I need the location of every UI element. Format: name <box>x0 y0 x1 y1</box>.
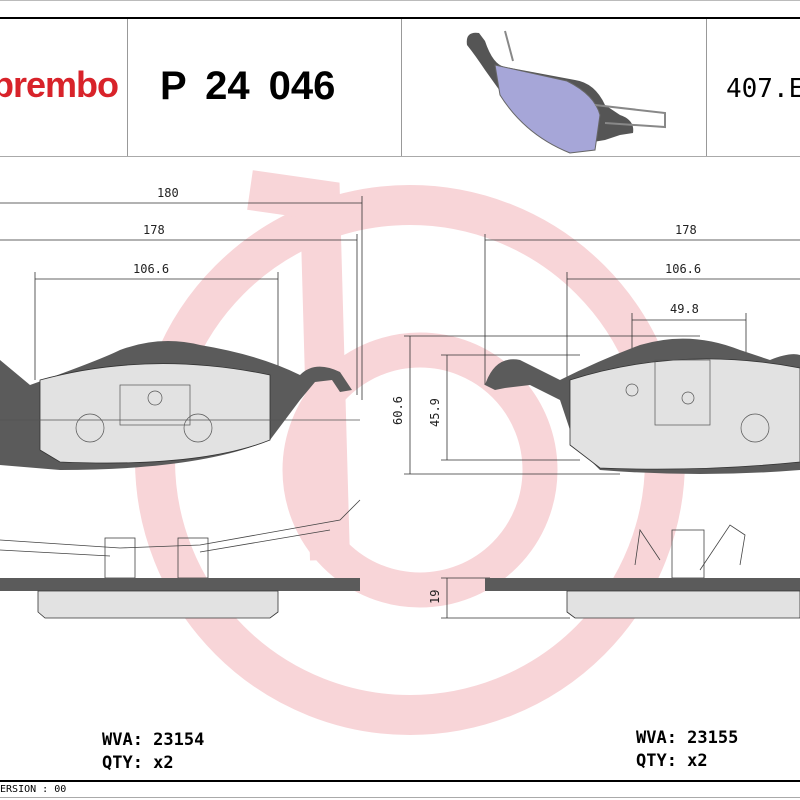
reference-code: 407.E <box>726 74 800 104</box>
dim-106-right: 106.6 <box>665 262 701 276</box>
dim-178-right: 178 <box>675 223 697 237</box>
header-bottom-line <box>0 156 800 157</box>
footer-bottom-line <box>0 797 800 798</box>
left-wva: WVA: 23154 <box>102 730 205 750</box>
dim-180: 180 <box>157 186 179 200</box>
header-top-line <box>0 17 800 19</box>
brand-logo: brembo <box>0 64 119 105</box>
footer-top-line <box>0 780 800 782</box>
version-label: VERSION : 00 <box>0 784 67 795</box>
dim-49-8: 49.8 <box>670 302 699 316</box>
right-friction-material <box>569 358 800 470</box>
left-friction-material <box>39 363 271 464</box>
divider <box>127 19 128 156</box>
dim-60-6: 60.6 <box>391 396 405 425</box>
dim-106-left: 106.6 <box>133 262 169 276</box>
top-border <box>0 0 800 1</box>
left-qty: QTY: x2 <box>102 753 174 773</box>
divider <box>706 19 707 156</box>
dim-45-9: 45.9 <box>428 398 442 427</box>
dim-19: 19 <box>428 590 442 604</box>
part-number: P 24 046 <box>160 64 336 108</box>
right-qty: QTY: x2 <box>636 751 708 771</box>
product-render <box>466 30 666 154</box>
right-wva: WVA: 23155 <box>636 728 739 748</box>
divider <box>401 19 402 156</box>
dim-178-left: 178 <box>143 223 165 237</box>
